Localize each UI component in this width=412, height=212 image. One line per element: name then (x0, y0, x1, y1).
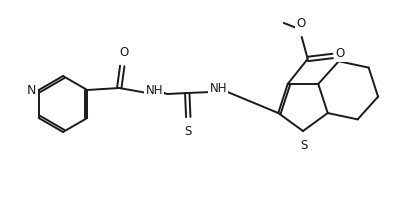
Text: NH: NH (209, 82, 227, 95)
Text: S: S (300, 139, 308, 152)
Text: O: O (335, 47, 344, 60)
Text: N: N (26, 84, 36, 96)
Text: O: O (119, 46, 129, 59)
Text: S: S (185, 125, 192, 138)
Text: O: O (296, 17, 305, 30)
Text: NH: NH (145, 85, 163, 98)
